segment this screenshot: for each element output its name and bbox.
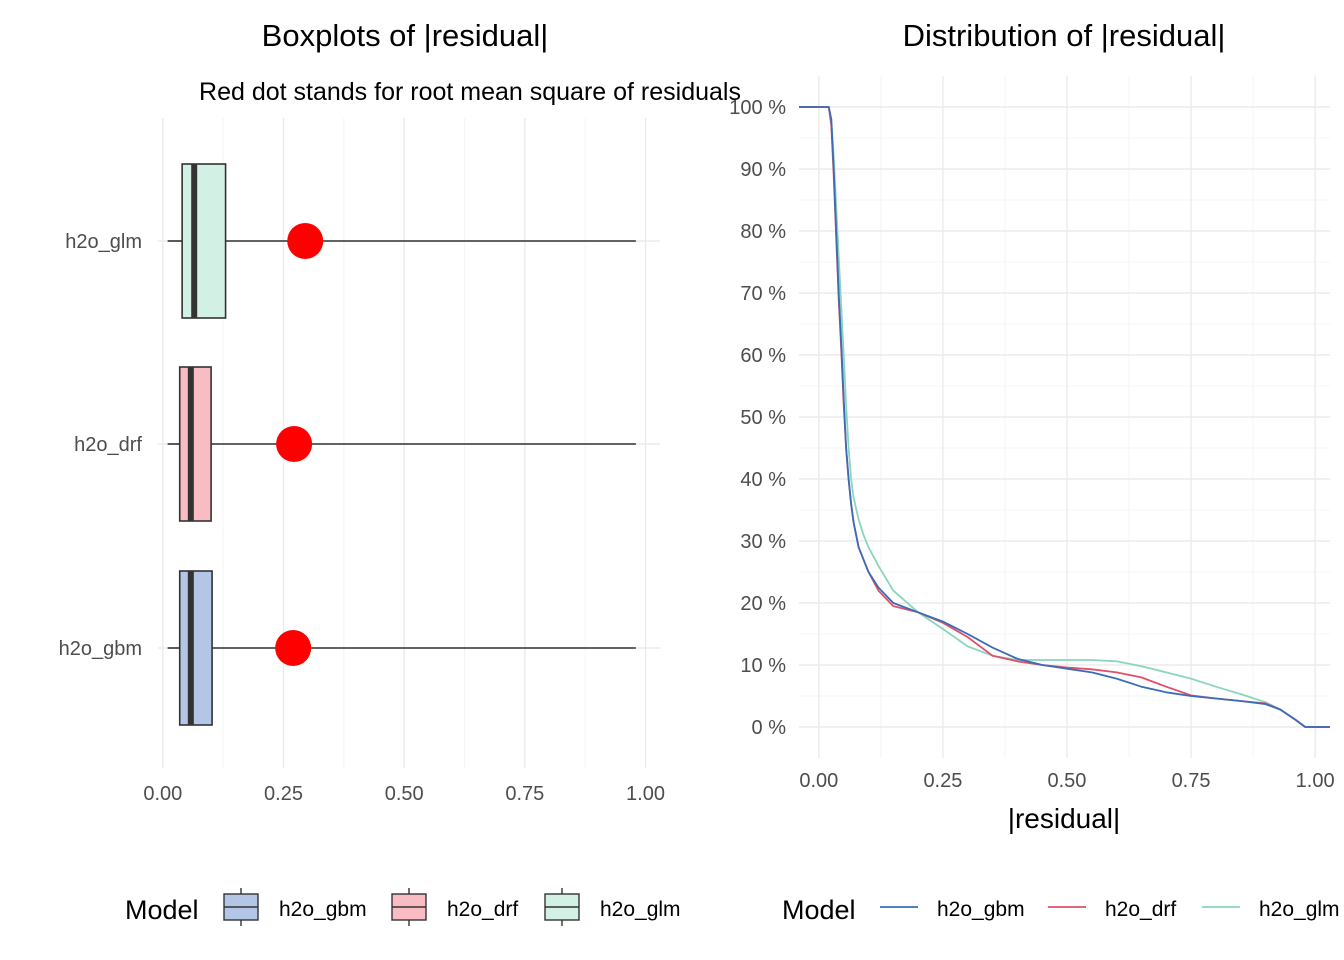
legend-label: h2o_glm	[1259, 898, 1340, 921]
legend-label: h2o_gbm	[279, 898, 367, 921]
legend-item-h2o_gbm: h2o_gbm	[880, 898, 1025, 921]
distribution-y-tick-label: 90 %	[740, 159, 786, 181]
boxplot-y-tick-label: h2o_glm	[65, 231, 142, 253]
legend-label: h2o_gbm	[937, 898, 1025, 921]
distribution-legend: Model h2o_gbm h2o_drf h2o_glm	[782, 895, 1340, 925]
distribution-y-tick-label: 20 %	[740, 593, 786, 615]
boxplot-x-tick-labels: 0.00 0.25 0.50 0.75 1.00	[143, 783, 665, 805]
legend-item-h2o_glm: h2o_glm	[544, 888, 681, 926]
box-h2o_gbm	[167, 570, 636, 726]
distribution-y-tick-label: 100 %	[729, 97, 786, 119]
distribution-y-tick-label: 40 %	[740, 469, 786, 491]
distribution-y-tick-label: 30 %	[740, 531, 786, 553]
distribution-x-tick-labels: 0.00 0.25 0.50 0.75 1.00	[799, 770, 1334, 792]
legend-label: h2o_drf	[1105, 898, 1176, 921]
series-line-h2o_glm	[799, 106, 1330, 728]
boxplot-subtitle: Red dot stands for root mean square of r…	[199, 78, 741, 106]
distribution-y-tick-label: 60 %	[740, 345, 786, 367]
legend-item-h2o_drf: h2o_drf	[391, 888, 518, 926]
distribution-x-tick-label: 0.00	[799, 770, 838, 792]
box-body	[178, 570, 213, 726]
distribution-grid	[799, 76, 1330, 758]
legend-label: h2o_glm	[600, 898, 681, 921]
box-body	[181, 163, 227, 319]
box-h2o_glm	[167, 163, 636, 319]
distribution-y-tick-label: 50 %	[740, 407, 786, 429]
legend-label: h2o_drf	[447, 898, 518, 921]
box-body	[178, 366, 212, 522]
boxplot-title: Boxplots of |residual|	[262, 18, 549, 53]
boxplot-boxes	[167, 163, 636, 726]
boxplot-x-tick-label: 1.00	[626, 783, 665, 805]
distribution-title: Distribution of |residual|	[903, 18, 1226, 53]
distribution-y-tick-label: 0 %	[752, 717, 787, 739]
distribution-x-tick-label: 1.00	[1296, 770, 1335, 792]
distribution-x-tick-label: 0.25	[923, 770, 962, 792]
distribution-x-tick-label: 0.75	[1172, 770, 1211, 792]
rms-dot	[287, 223, 324, 259]
boxplot-grid	[158, 118, 660, 768]
distribution-x-tick-label: 0.50	[1048, 770, 1087, 792]
distribution-y-tick-label: 10 %	[740, 655, 786, 677]
distribution-y-tick-label: 80 %	[740, 221, 786, 243]
series-line-h2o_gbm	[799, 106, 1330, 728]
boxplot-y-tick-label: h2o_gbm	[59, 638, 142, 660]
legend-item-h2o_gbm: h2o_gbm	[223, 888, 367, 926]
rms-dot	[275, 630, 312, 666]
distribution-lines	[799, 106, 1330, 728]
boxplot-legend-title: Model	[125, 895, 199, 925]
distribution-y-tick-labels: 0 % 10 % 20 % 30 % 40 % 50 % 60 % 70 % 80 % 90 % 1…	[729, 97, 786, 739]
boxplot-y-tick-labels: h2o_glm h2o_drf h2o_gbm	[59, 231, 143, 660]
distribution-panel: Distribution of |residual| 0 % 10 % 20 % 30…	[729, 18, 1334, 834]
distribution-legend-title: Model	[782, 895, 856, 925]
boxplot-legend: Model h2o_gbm h2o_drf h2o_glm	[125, 888, 681, 926]
boxplot-y-tick-label: h2o_drf	[74, 434, 142, 456]
boxplot-x-tick-label: 0.00	[143, 783, 182, 805]
boxplot-x-tick-label: 0.75	[505, 783, 544, 805]
boxplot-panel: Boxplots of |residual| Red dot stands fo…	[59, 18, 741, 805]
box-h2o_drf	[167, 366, 636, 522]
legend-item-h2o_drf: h2o_drf	[1048, 898, 1176, 921]
rms-dot	[276, 426, 313, 462]
boxplot-x-tick-label: 0.25	[264, 783, 303, 805]
distribution-x-axis-title: |residual|	[1008, 803, 1121, 834]
distribution-y-tick-label: 70 %	[740, 283, 786, 305]
boxplot-x-tick-label: 0.50	[385, 783, 424, 805]
legend-item-h2o_glm: h2o_glm	[1202, 898, 1340, 921]
